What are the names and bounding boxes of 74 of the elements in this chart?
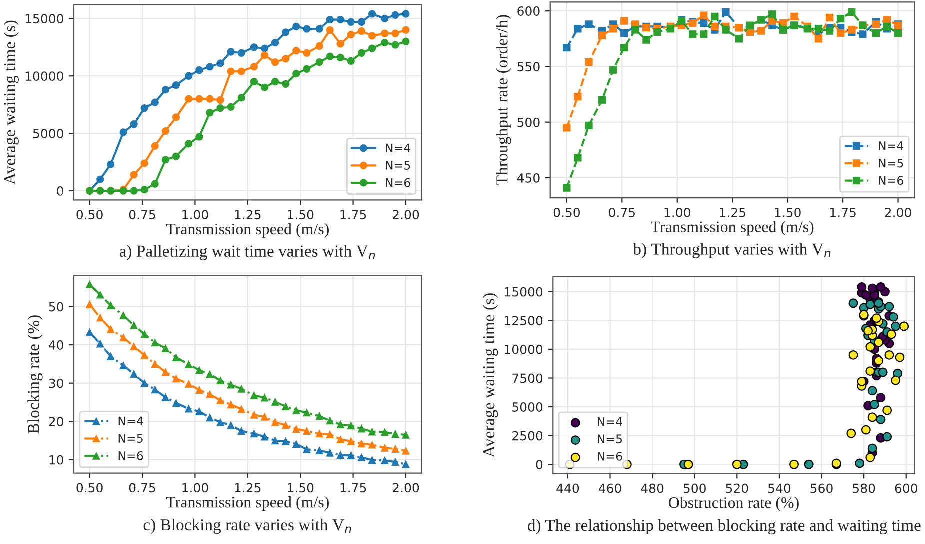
y-axis-title: Average waiting time (s) xyxy=(4,20,19,185)
x-tick-label: 1.00 xyxy=(182,483,208,493)
legend-label: N=6 xyxy=(386,178,410,188)
x-tick-label: 1.25 xyxy=(235,483,261,493)
x-tick-label: 1.25 xyxy=(720,208,746,218)
y-tick-label: 5000 xyxy=(33,129,64,138)
legend-label: N=5 xyxy=(118,434,143,444)
y-tick-label: 450 xyxy=(517,173,540,183)
x-tick-label: 540 xyxy=(768,484,791,494)
x-tick-label: 560 xyxy=(810,484,833,494)
y-tick-label: 10 xyxy=(50,455,64,465)
x-tick-label: 480 xyxy=(641,484,664,494)
x-tick-label: 600 xyxy=(895,484,918,494)
y-tick-label: 30 xyxy=(49,378,64,388)
x-axis-title: Transmission speed (m/s) xyxy=(166,223,329,238)
x-axis-title: Transmission speed (m/s) xyxy=(651,221,814,236)
y-tick-label: 40 xyxy=(48,340,64,350)
x-tick-label: 1.00 xyxy=(664,208,690,218)
legend-label: N=4 xyxy=(118,416,144,426)
y-tick-label: 15000 xyxy=(505,287,543,297)
y-tick-label: 5000 xyxy=(512,402,543,412)
x-tick-label: 520 xyxy=(726,484,748,494)
legend-label: N=4 xyxy=(598,417,622,426)
y-axis-title: Average waiting time (s) xyxy=(482,294,498,458)
x-tick-label: 1.50 xyxy=(288,210,314,220)
y-tick-label: 600 xyxy=(518,6,540,16)
x-axis-title: Transmission speed (m/s) xyxy=(166,496,329,511)
x-axis-title: Obstruction rate (%) xyxy=(669,497,799,512)
y-tick-label: 10000 xyxy=(505,344,543,354)
x-tick-label: 1.75 xyxy=(340,210,366,220)
x-tick-label: 2.00 xyxy=(392,483,420,493)
x-tick-label: 2.00 xyxy=(885,208,912,218)
x-tick-label: 440 xyxy=(556,484,580,494)
legend-label: N=5 xyxy=(879,159,904,168)
x-tick-label: 580 xyxy=(853,484,876,494)
text: a) Palletizing wait time varies with V$_{n}$ xyxy=(120,245,376,260)
x-tick-label: 0.50 xyxy=(76,483,103,493)
legend-label: N=6 xyxy=(118,451,144,460)
x-tick-label: 1.75 xyxy=(830,208,856,218)
x-tick-label: 0.75 xyxy=(129,483,156,493)
x-tick-label: 2.00 xyxy=(392,210,420,220)
x-tick-label: 0.50 xyxy=(76,210,103,220)
y-tick-label: 500 xyxy=(518,118,540,128)
y-tick-label: 20 xyxy=(49,417,64,427)
x-tick-label: 1.50 xyxy=(288,483,314,493)
legend-label: N=5 xyxy=(386,161,410,170)
x-tick-label: 0.50 xyxy=(554,208,580,218)
x-tick-label: 0.75 xyxy=(609,208,635,218)
text: d) The relationship between blocking rate and waiting time xyxy=(528,519,921,535)
y-axis-title: Throughput rate (order/h) xyxy=(496,15,512,186)
y-axis-title: Blocking rate (%) xyxy=(28,316,43,434)
x-tick-label: 500 xyxy=(684,484,706,494)
legend-label: N=5 xyxy=(598,434,622,444)
legend-label: N=6 xyxy=(598,452,622,461)
y-tick-label: 12500 xyxy=(505,316,543,326)
legend-label: N=6 xyxy=(879,176,904,186)
y-tick-label: 550 xyxy=(518,62,540,72)
x-tick-label: 1.50 xyxy=(775,208,801,218)
legend-label: N=4 xyxy=(386,144,411,152)
y-tick-label: 15000 xyxy=(26,14,64,24)
y-tick-label: 10000 xyxy=(26,72,64,82)
text: c) Blocking rate varies with V$_{n}$ xyxy=(144,518,352,534)
text: b) Throughput varies with V$_{n}$ xyxy=(633,243,831,258)
y-tick-label: 7500 xyxy=(512,374,543,384)
y-tick-label: 0 xyxy=(57,186,64,196)
x-tick-label: 1.75 xyxy=(340,483,366,493)
legend-label: N=4 xyxy=(879,142,904,150)
x-tick-label: 1.25 xyxy=(235,210,261,220)
x-tick-label: 0.75 xyxy=(129,210,156,220)
y-tick-label: 0 xyxy=(536,460,543,470)
y-tick-label: 50 xyxy=(49,302,64,312)
x-tick-label: 460 xyxy=(598,484,622,494)
y-tick-label: 2500 xyxy=(512,431,543,441)
x-tick-label: 1.00 xyxy=(182,210,208,220)
